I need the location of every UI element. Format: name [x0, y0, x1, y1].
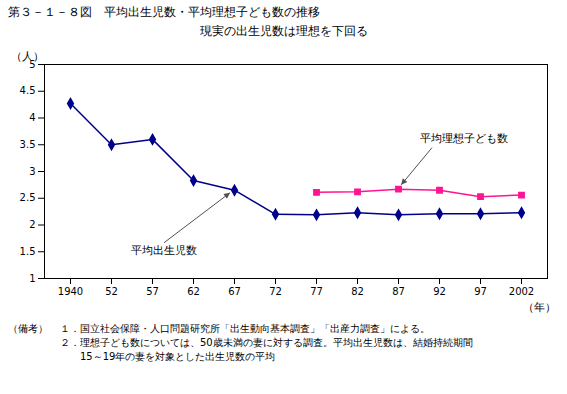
svg-text:5: 5	[29, 58, 36, 70]
svg-text:2: 2	[29, 219, 35, 230]
html-text:15～19年の妻を対象とした出生児数の平均: 15～19年の妻を対象とした出生児数の平均	[60, 351, 276, 362]
svg-text:57: 57	[146, 286, 159, 297]
svg-text:4: 4	[29, 112, 35, 123]
html-text:第３－１－８図 平均出生児数・平均理想子ども数の推移: 第３－１－８図 平均出生児数・平均理想子ども数の推移	[8, 5, 320, 19]
svg-text:3: 3	[29, 166, 35, 177]
svg-text:1: 1	[29, 273, 35, 284]
svg-text:平均理想子ども数: 平均理想子ども数	[420, 132, 508, 145]
svg-text:（人）: （人）	[11, 50, 44, 63]
svg-text:72: 72	[269, 286, 282, 297]
svg-text:1940: 1940	[58, 286, 83, 297]
svg-text:62: 62	[187, 286, 200, 297]
html-text:２．理想子ども数については、50歳未満の妻に対する調査。平均: ２．理想子ども数については、50歳未満の妻に対する調査。平均出生児数は、結婚持続…	[60, 337, 473, 348]
svg-text:2.5: 2.5	[20, 192, 36, 203]
svg-text:3.5: 3.5	[20, 139, 36, 150]
svg-text:平均出生児数: 平均出生児数	[131, 244, 197, 257]
html-text:（備考）: （備考）	[8, 323, 48, 334]
svg-text:67: 67	[228, 286, 241, 297]
svg-text:（年）: （年）	[523, 301, 556, 314]
svg-text:77: 77	[310, 286, 323, 297]
html-text:１．国立社会保障・人口問題研究所「出生動向基本調査」「出産力: １．国立社会保障・人口問題研究所「出生動向基本調査」「出産力調査」による。	[60, 323, 430, 334]
svg-text:92: 92	[433, 286, 446, 297]
svg-text:97: 97	[474, 286, 487, 297]
svg-text:4.5: 4.5	[20, 85, 36, 96]
html-text:現実の出生児数は理想を下回る: 現実の出生児数は理想を下回る	[199, 24, 368, 38]
svg-text:87: 87	[392, 286, 405, 297]
svg-text:1.5: 1.5	[20, 246, 36, 257]
svg-text:2002: 2002	[509, 286, 534, 297]
svg-text:82: 82	[351, 286, 364, 297]
svg-text:52: 52	[105, 286, 118, 297]
